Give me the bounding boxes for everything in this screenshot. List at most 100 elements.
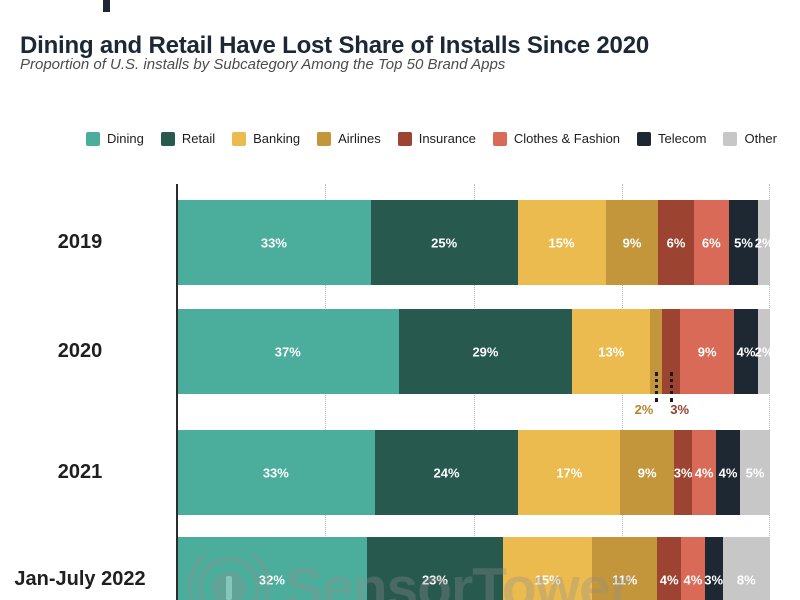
legend-swatch-dining — [86, 131, 100, 146]
segment-retail: 29% — [398, 309, 573, 394]
legend-swatch-banking — [232, 131, 247, 146]
segment-value-label: 24% — [433, 465, 460, 480]
callout-leader-line — [654, 372, 658, 402]
segment-value-label: 9% — [622, 235, 642, 250]
segment-insurance: 3% — [673, 430, 693, 515]
legend-label: Banking — [253, 131, 301, 146]
segment-value-label: 9% — [637, 465, 657, 480]
segment-value-label: 4% — [718, 465, 738, 480]
segment-clothes-fashion: 4% — [692, 430, 717, 515]
segment-value-label: 5% — [734, 235, 753, 250]
legend-item-other: Other — [723, 131, 777, 146]
segment-insurance: 4% — [657, 537, 682, 600]
legend-swatch-airlines — [317, 131, 332, 146]
segment-value-label: 11% — [612, 572, 638, 587]
segment-value-label: 8% — [736, 572, 756, 587]
y-axis-line — [176, 184, 178, 600]
stacked-bar: 33% 25% 15% 9% 6% 6% 5% 2% — [177, 200, 774, 285]
legend-label: Airlines — [338, 131, 381, 146]
segment-value-label: 3% — [673, 465, 693, 480]
segment-other: 5% — [740, 430, 770, 515]
segment-telecom: 3% — [704, 537, 724, 600]
legend-swatch-telecom — [637, 131, 652, 146]
legend-item-dining: Dining — [86, 131, 144, 146]
segment-value-label: 4% — [659, 572, 679, 587]
segment-dining: 37% — [177, 309, 399, 394]
segment-telecom: 4% — [734, 309, 759, 394]
legend: Dining Retail Banking Airlines Insurance Clot… — [86, 131, 790, 146]
segment-value-label: 15% — [534, 572, 561, 587]
segment-retail: 23% — [366, 537, 504, 600]
top-edge-mark — [103, 0, 110, 12]
legend-swatch-other — [723, 131, 738, 146]
row-label: Jan-July 2022 — [14, 568, 146, 590]
legend-item-airlines: Airlines — [317, 131, 381, 146]
callout-lines — [0, 372, 800, 402]
legend-item-telecom: Telecom — [637, 131, 706, 146]
segment-value-label: 2% — [754, 344, 774, 359]
segment-airlines: 9% — [605, 200, 659, 285]
legend-label: Other — [744, 131, 777, 146]
segment-value-label: 29% — [472, 344, 499, 359]
segment-value-label: 4% — [736, 344, 756, 359]
row-label: 2019 — [57, 231, 103, 253]
segment-insurance: 6% — [658, 200, 694, 285]
segment-banking: 17% — [518, 430, 621, 515]
segment-clothes-fashion: 9% — [680, 309, 735, 394]
segment-value-label: 17% — [556, 465, 583, 480]
stacked-bar: 32% 23% 15% 11% 4% 4% 3% 8% — [177, 537, 771, 600]
chart-rows: 2019 33% 25% 15% 9% 6% 6% 5% 2% 2020 37% 29% 13% 9% 4%… — [0, 184, 800, 600]
segment-value-label: 5% — [745, 465, 765, 480]
page-subtitle: Proportion of U.S. installs by Subcatego… — [20, 56, 506, 73]
callout-labels: 2% 3% — [0, 402, 800, 420]
segment-retail: 25% — [370, 200, 518, 285]
segment-dining: 32% — [177, 537, 367, 600]
segment-airlines: 11% — [592, 537, 658, 600]
row-label: 2020 — [57, 340, 103, 362]
segment-value-label: 37% — [274, 344, 301, 359]
segment-value-label: 6% — [666, 235, 686, 250]
segment-value-label: 33% — [260, 235, 287, 250]
segment-value-label: 9% — [697, 344, 717, 359]
segment-banking: 15% — [503, 537, 593, 600]
segment-value-label: 3% — [704, 572, 724, 587]
page-title: Dining and Retail Have Lost Share of Ins… — [20, 32, 649, 60]
legend-label: Telecom — [658, 131, 707, 146]
stacked-bar-chart: SensorTower 2019 33% 25% 15% 9% 6% 6% 5% 2% 2020 3… — [0, 184, 800, 600]
legend-label: Retail — [181, 131, 216, 146]
segment-value-label: 6% — [701, 235, 721, 250]
segment-retail: 24% — [374, 430, 519, 515]
segment-other: 2% — [755, 200, 774, 285]
segment-dining: 33% — [177, 430, 375, 515]
legend-item-banking: Banking — [232, 131, 300, 146]
segment-value-label: 15% — [548, 235, 575, 250]
segment-value-label: 33% — [262, 465, 289, 480]
segment-other: 8% — [722, 537, 771, 600]
bar-row-jan-july-2022: Jan-July 2022 32% 23% 15% 11% 4% 4% 3% 8% — [0, 537, 800, 600]
stacked-bar: 37% 29% 13% 9% 4% 2% — [177, 309, 773, 394]
segment-value-label: 13% — [598, 344, 625, 359]
callout-label-airlines: 2% — [634, 402, 654, 417]
segment-value-label: 32% — [258, 572, 285, 587]
segment-value-label: 4% — [694, 465, 714, 480]
segment-other: 2% — [755, 309, 773, 394]
callout-leader-line — [669, 372, 673, 402]
segment-value-label: 4% — [683, 572, 703, 587]
segment-airlines — [650, 309, 663, 394]
legend-swatch-retail — [160, 131, 175, 146]
legend-item-clothes-fashion: Clothes & Fashion — [492, 131, 621, 146]
legend-label: Dining — [107, 131, 144, 146]
segment-banking: 13% — [572, 309, 651, 394]
segment-telecom: 4% — [716, 430, 741, 515]
legend-label: Clothes & Fashion — [513, 131, 621, 146]
bar-row-2021: 2021 33% 24% 17% 9% 3% 4% 4% 5% — [0, 430, 800, 515]
callout-label-insurance: 3% — [670, 402, 690, 417]
bar-row-2020: 2020 37% 29% 13% 9% 4% 2% — [0, 309, 800, 394]
legend-label: Insurance — [418, 131, 476, 146]
segment-dining: 33% — [177, 200, 371, 285]
segment-value-label: 25% — [431, 235, 458, 250]
segment-insurance — [662, 309, 681, 394]
segment-telecom: 5% — [728, 200, 759, 285]
legend-swatch-clothes-fashion — [492, 131, 507, 146]
legend-item-insurance: Insurance — [397, 131, 476, 146]
